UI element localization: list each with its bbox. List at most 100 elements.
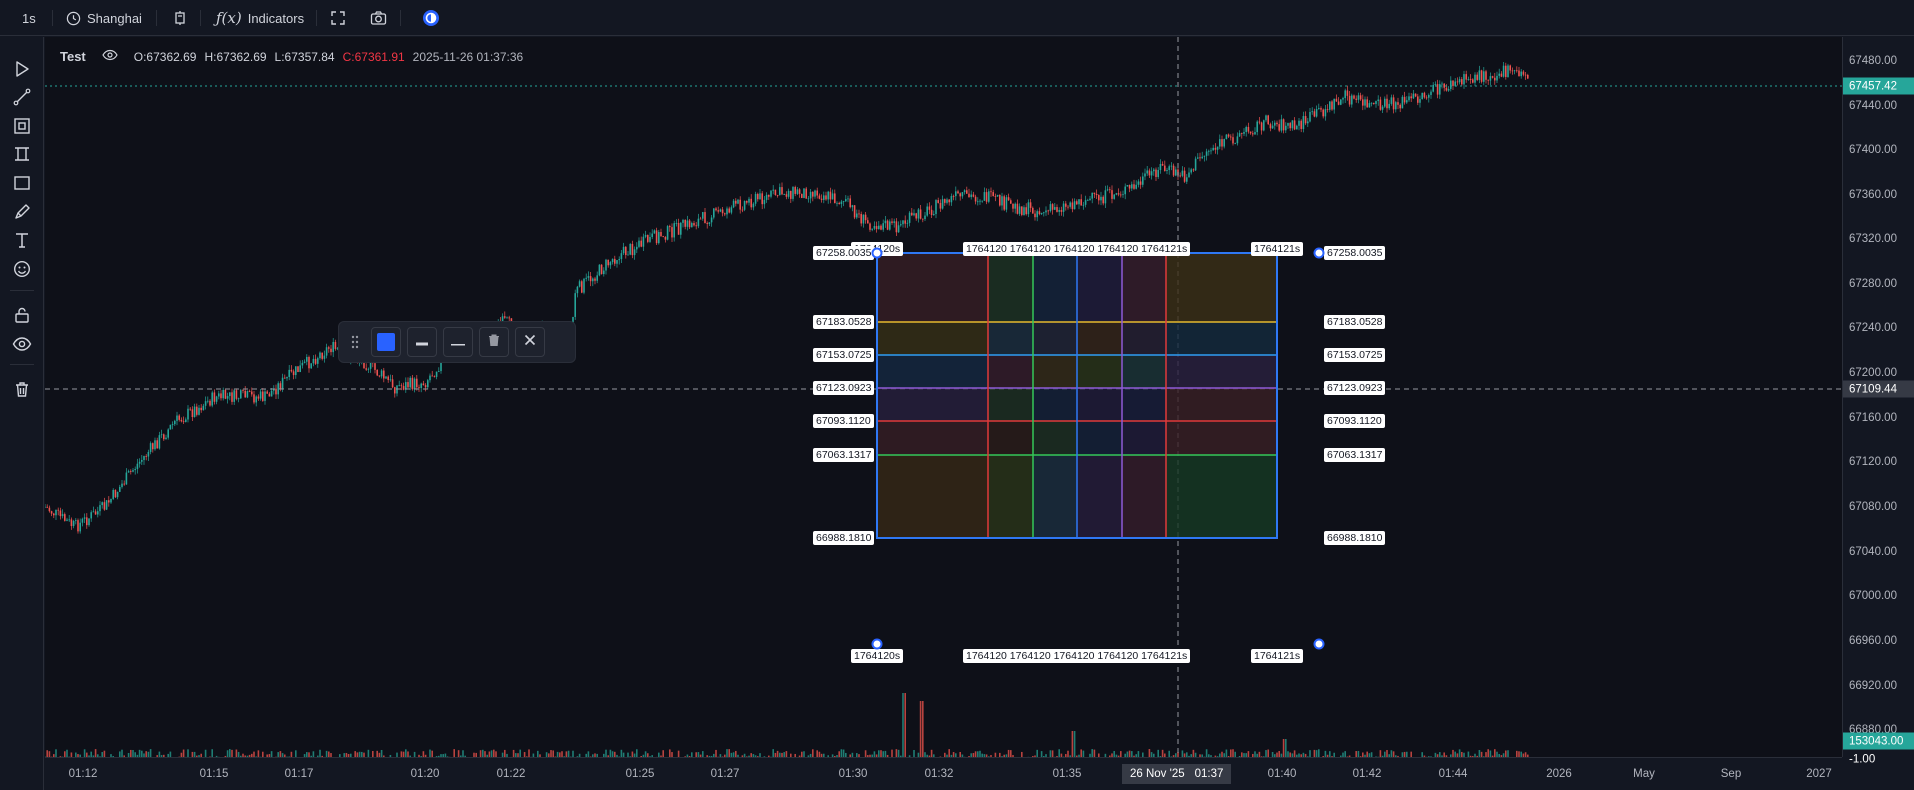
candle-body: [255, 396, 257, 403]
volume-bar: [1498, 753, 1500, 757]
price-tick: 66920.00: [1849, 680, 1897, 692]
volume-bar: [48, 751, 51, 757]
candle-body: [1236, 136, 1239, 144]
chart-canvas[interactable]: [45, 37, 1842, 757]
volume-bar: [561, 751, 563, 757]
volume-bar: [988, 756, 990, 757]
rectangle-icon[interactable]: [10, 171, 34, 195]
timezone-button[interactable]: Shanghai: [60, 6, 148, 30]
candle-body: [409, 377, 411, 388]
text-icon[interactable]: [10, 228, 34, 252]
volume-bar: [1142, 752, 1144, 757]
close-toolbar-button[interactable]: [515, 327, 545, 357]
candle-body: [367, 368, 370, 370]
volume-bar: [482, 749, 484, 757]
trend-line-icon[interactable]: [10, 85, 34, 109]
drag-handle[interactable]: [1313, 247, 1325, 259]
price-chart[interactable]: Test O:67362.69 H:67362.69 L:67357.84 C:…: [45, 37, 1842, 757]
drag-handle[interactable]: [871, 247, 883, 259]
candle-body: [814, 190, 816, 197]
volume-bar: [77, 754, 79, 757]
chart-type-button[interactable]: [166, 6, 194, 30]
volume-bar: [662, 750, 664, 757]
indicators-button[interactable]: ƒ(x) Indicators: [210, 6, 310, 30]
candle-body: [620, 253, 623, 260]
drag-grip-icon[interactable]: [345, 327, 365, 357]
delete-drawing-button[interactable]: [479, 327, 509, 357]
eye-icon[interactable]: [102, 49, 118, 64]
candle-body: [849, 198, 851, 208]
candle-body: [662, 236, 664, 238]
candle-body: [134, 469, 136, 471]
emoji-icon[interactable]: [10, 257, 34, 281]
volume-badge: 153043.00: [1843, 732, 1914, 750]
fib-channel-icon[interactable]: [10, 142, 34, 166]
candle-body: [713, 208, 715, 218]
candle-body: [1091, 192, 1093, 199]
candle-body: [244, 390, 246, 398]
screenshot-button[interactable]: [364, 6, 393, 30]
time-axis[interactable]: 01:12 01:15 01:17 01:20 01:22 01:25 01:2…: [45, 757, 1842, 790]
candle-body: [1384, 98, 1386, 107]
candle-body: [779, 187, 781, 196]
volume-bar: [1434, 752, 1437, 757]
drag-handle[interactable]: [871, 638, 883, 650]
candle-body: [1478, 70, 1481, 80]
candle-body: [1172, 165, 1175, 176]
volume-bar: [103, 750, 106, 757]
volume-bar: [358, 751, 361, 757]
volume-bar: [279, 751, 282, 757]
volume-bar: [92, 755, 95, 757]
candle-body: [1480, 70, 1483, 82]
color-picker-button[interactable]: [371, 327, 401, 357]
candle-body: [1161, 163, 1164, 166]
fib-grid-drawing[interactable]: [876, 252, 1278, 539]
eye-icon[interactable]: [10, 332, 34, 356]
volume-bar: [708, 755, 711, 757]
candle-body: [858, 213, 860, 215]
grid-cell: [1033, 322, 1077, 355]
volume-bar: [552, 750, 554, 757]
line-style-button[interactable]: [443, 327, 473, 357]
volume-bar: [794, 753, 796, 757]
candle-body: [748, 198, 750, 203]
lock-icon[interactable]: [10, 303, 34, 327]
fullscreen-button[interactable]: [324, 6, 352, 30]
candle-body: [101, 502, 103, 506]
volume-bar: [277, 752, 279, 757]
price-axis[interactable]: 67480.00 67440.00 67400.00 67360.00 6732…: [1842, 37, 1914, 768]
volume-bar: [933, 754, 935, 757]
candle-body: [1287, 123, 1289, 126]
candle-body: [72, 520, 75, 527]
volume-bar: [970, 753, 972, 757]
time-tick: 01:40: [1267, 768, 1297, 780]
brush-icon[interactable]: [10, 200, 34, 224]
candle-body: [737, 199, 739, 204]
grid-cell: [988, 322, 1033, 355]
candle-body: [1346, 90, 1349, 96]
cursor-icon[interactable]: [10, 57, 34, 81]
candle-body: [1285, 125, 1287, 131]
candle-body: [1276, 122, 1278, 125]
candle-body: [719, 209, 722, 212]
candle-body: [1436, 84, 1439, 95]
volume-bar: [86, 752, 88, 757]
volume-bar: [567, 750, 570, 757]
volume-bar: [1324, 750, 1327, 757]
volume-bar: [1164, 753, 1166, 757]
drag-handle[interactable]: [1313, 638, 1325, 650]
volume-bar: [928, 755, 931, 757]
volume-bar: [253, 751, 255, 757]
candle-body: [880, 225, 882, 230]
candle-body: [869, 223, 871, 230]
pattern-icon[interactable]: [10, 114, 34, 138]
interval-button[interactable]: 1s: [16, 6, 42, 30]
candle-body: [57, 509, 59, 511]
candle-body: [1458, 79, 1461, 83]
trash-icon[interactable]: [10, 377, 34, 401]
line-width-button[interactable]: [407, 327, 437, 357]
volume-bar: [431, 750, 433, 757]
volume-bar: [1287, 751, 1289, 757]
volume-bar: [191, 751, 194, 757]
theme-toggle-button[interactable]: [416, 6, 446, 30]
